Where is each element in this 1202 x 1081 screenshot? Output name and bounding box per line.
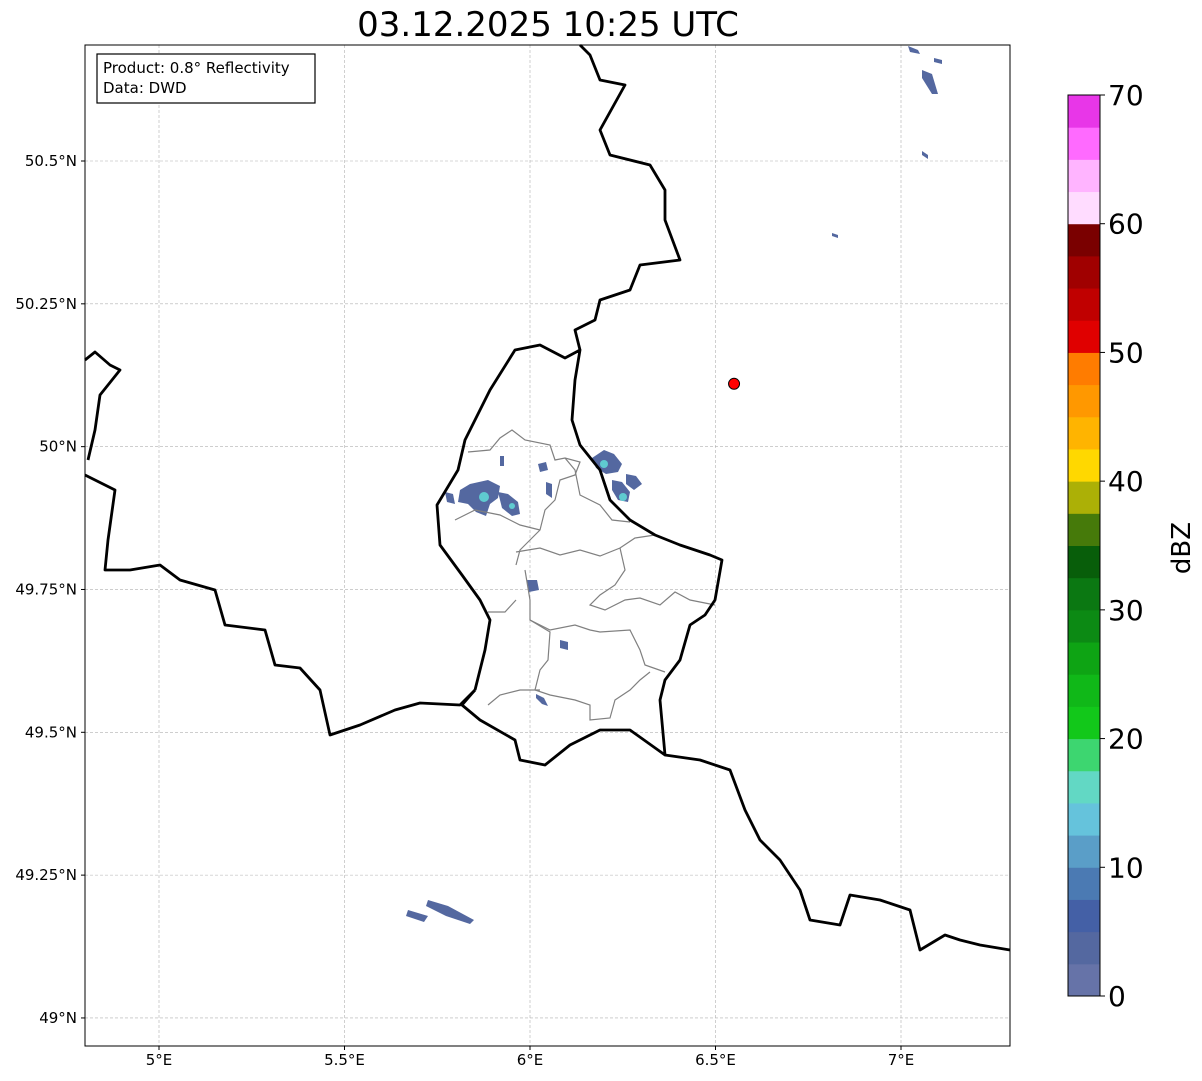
colorbar-bin <box>1068 481 1100 514</box>
radar-echo <box>922 151 928 159</box>
radar-echo <box>498 492 520 516</box>
lon-tick-label: 6°E <box>517 1051 544 1069</box>
colorbar-bin <box>1068 95 1100 128</box>
colorbar-bin <box>1068 127 1100 160</box>
colorbar-bin <box>1068 320 1100 353</box>
colorbar-bin <box>1068 963 1100 997</box>
radar-echo <box>560 640 568 650</box>
lat-tick-label: 50.5°N <box>25 152 77 170</box>
colorbar-bin <box>1068 642 1100 675</box>
lon-tick-label: 5.5°E <box>324 1051 365 1069</box>
radar-echo <box>626 474 642 490</box>
colorbar-tick-label: 50 <box>1108 336 1144 369</box>
lon-tick-label: 7°E <box>888 1051 915 1069</box>
radar-echo-core <box>600 460 608 468</box>
info-data-source: Data: DWD <box>103 79 187 97</box>
lat-tick-label: 49°N <box>39 1009 77 1027</box>
lat-tick-label: 50°N <box>39 438 77 456</box>
radar-echo <box>546 482 552 498</box>
colorbar-bin <box>1068 770 1100 804</box>
map-title: 03.12.2025 10:25 UTC <box>357 5 739 45</box>
colorbar-bin <box>1068 352 1100 386</box>
colorbar-bin <box>1068 255 1100 289</box>
info-box: Product: 0.8° Reflectivity Data: DWD <box>96 53 316 104</box>
radar-echo <box>527 580 539 592</box>
colorbar-bin <box>1068 835 1100 868</box>
radar-echo <box>934 58 942 64</box>
colorbar-tick-label: 30 <box>1108 594 1144 627</box>
info-product: Product: 0.8° Reflectivity <box>103 59 290 77</box>
colorbar-bin <box>1068 738 1100 772</box>
colorbar-bin <box>1068 545 1100 579</box>
radar-echo <box>500 456 504 466</box>
colorbar-tick-label: 20 <box>1108 723 1144 756</box>
colorbar-bin <box>1068 513 1100 546</box>
lat-tick-label: 49.25°N <box>15 866 77 884</box>
colorbar: 0 10 20 30 40 50 60 70 <box>1067 79 1144 1013</box>
country-borders <box>84 44 1011 952</box>
location-marker[interactable] <box>728 377 741 390</box>
colorbar-bin <box>1068 223 1100 257</box>
radar-echo <box>908 46 920 54</box>
colorbar-bin <box>1068 288 1100 321</box>
colorbar-bin <box>1068 867 1100 900</box>
colorbar-bin <box>1068 802 1100 836</box>
radar-echo-core <box>619 493 627 501</box>
radar-echo <box>536 694 548 706</box>
axis-ticks: 5°E 5.5°E 6°E 6.5°E 7°E 49°N 49.25°N 49.5°N 49.7… <box>15 152 914 1069</box>
luxembourg-district-borders <box>454 429 716 721</box>
map-frame <box>84 44 1011 1047</box>
radar-echoes <box>406 46 942 924</box>
radar-echo <box>538 462 548 472</box>
radar-echo <box>445 492 455 504</box>
lon-tick-label: 5°E <box>146 1051 173 1069</box>
radar-echo <box>406 910 428 922</box>
colorbar-frame <box>1067 94 1101 997</box>
radar-echo <box>922 70 938 94</box>
colorbar-bin <box>1068 384 1100 418</box>
gridlines <box>85 45 1010 1046</box>
colorbar-tick-label: 10 <box>1108 851 1144 884</box>
lat-tick-label: 50.25°N <box>15 295 77 313</box>
lon-tick-label: 6.5°E <box>695 1051 736 1069</box>
radar-echo <box>458 480 500 516</box>
colorbar-bin <box>1068 706 1100 740</box>
radar-echo <box>426 900 474 924</box>
colorbar-bin <box>1068 416 1100 450</box>
colorbar-bin <box>1068 931 1100 965</box>
radar-echo <box>832 233 838 238</box>
colorbar-bin <box>1068 899 1100 933</box>
colorbar-bin <box>1068 674 1100 707</box>
colorbar-tick-label: 60 <box>1108 208 1144 241</box>
colorbar-tick-label: 40 <box>1108 465 1144 498</box>
colorbar-bin <box>1068 191 1100 225</box>
colorbar-bin <box>1068 577 1100 611</box>
colorbar-label: dBZ <box>1167 522 1197 574</box>
colorbar-tick-label: 0 <box>1108 980 1126 1013</box>
lat-tick-label: 49.5°N <box>25 723 77 741</box>
lat-tick-label: 49.75°N <box>15 580 77 598</box>
colorbar-tick-label: 70 <box>1108 79 1144 112</box>
colorbar-bin <box>1068 159 1100 193</box>
radar-echo-core <box>479 492 489 502</box>
colorbar-bin <box>1068 448 1100 482</box>
radar-echo-core <box>509 503 515 509</box>
colorbar-bin <box>1068 609 1100 643</box>
